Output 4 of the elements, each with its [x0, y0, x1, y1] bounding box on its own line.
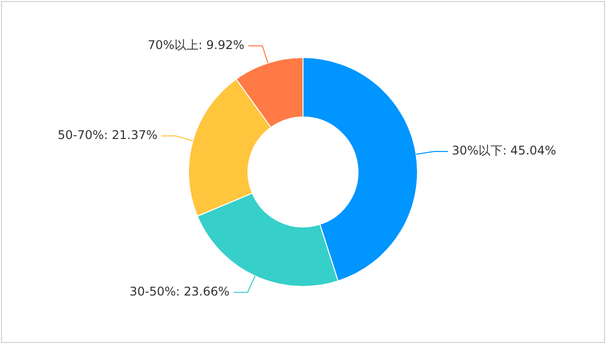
- slice-label: 70%以上: 9.92%: [148, 38, 244, 52]
- slice-label: 50-70%: 21.37%: [58, 128, 158, 142]
- slice-label: 30-50%: 23.66%: [130, 284, 230, 298]
- slice-label: 30%以下: 45.04%: [452, 144, 556, 158]
